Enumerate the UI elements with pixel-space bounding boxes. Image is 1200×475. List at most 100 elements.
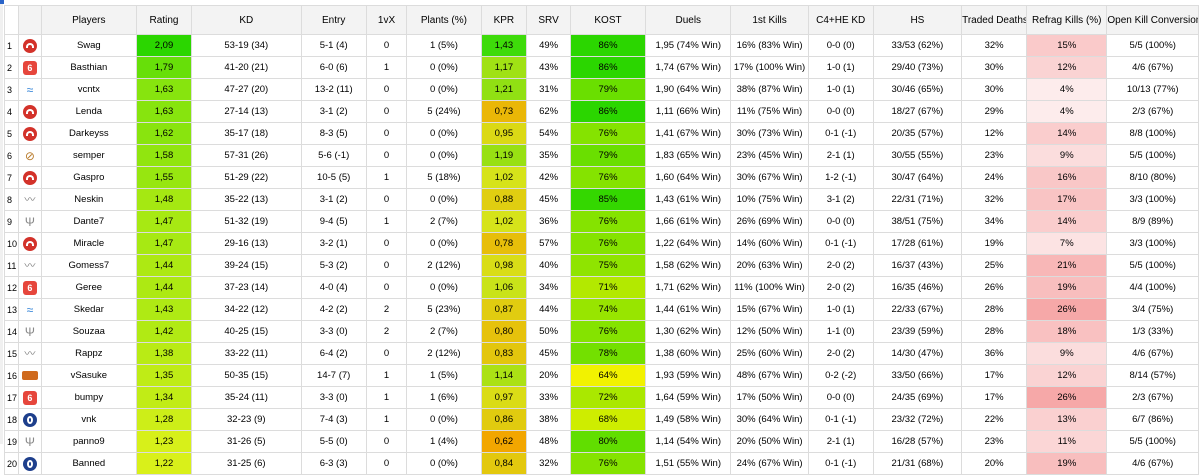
cell-hs[interactable]: 16/35 (46%) [872, 276, 963, 299]
cell-rating[interactable]: 1,63 [136, 78, 192, 101]
cell-player[interactable]: semper [40, 144, 138, 167]
cell-duels[interactable]: 1,11 (66% Win) [645, 100, 732, 123]
cell-okc[interactable]: 2/3 (67%) [1106, 100, 1199, 123]
cell-kd[interactable]: 31-26 (5) [190, 430, 302, 453]
cell-kost[interactable]: 68% [569, 408, 647, 431]
cell-kost[interactable]: 85% [569, 188, 647, 211]
cell-plants[interactable]: 0 (0%) [406, 78, 482, 101]
cell-plants[interactable]: 1 (6%) [406, 386, 482, 409]
cell-entry[interactable]: 4-2 (2) [300, 298, 367, 321]
cell-rating[interactable]: 1,47 [136, 232, 192, 255]
cell-c4he[interactable]: 1-0 (1) [807, 56, 874, 79]
cell-kpr[interactable]: 0,84 [480, 452, 528, 475]
cell-onevx[interactable]: 2 [365, 320, 408, 343]
cell-duels[interactable]: 1,38 (60% Win) [645, 342, 732, 365]
cell-traded[interactable]: 30% [961, 78, 1028, 101]
cell-c4he[interactable]: 0-1 (-1) [807, 122, 874, 145]
cell-kost[interactable]: 72% [569, 386, 647, 409]
cell-kpr[interactable]: 0,62 [480, 430, 528, 453]
cell-entry[interactable]: 3-2 (1) [300, 232, 367, 255]
cell-kpr[interactable]: 1,17 [480, 56, 528, 79]
cell-srv[interactable]: 54% [526, 122, 571, 145]
cell-first-kills[interactable]: 30% (64% Win) [730, 408, 809, 431]
cell-kpr[interactable]: 1,02 [480, 166, 528, 189]
table-row[interactable]: 8 〰 Neskin 1,48 35-22 (13) 3-1 (2) 0 0 (0%) 0,88… [3, 188, 1199, 211]
cell-player[interactable]: Geree [40, 276, 138, 299]
cell-hs[interactable]: 20/35 (57%) [872, 122, 963, 145]
cell-c4he[interactable]: 2-1 (1) [807, 144, 874, 167]
column-header-kd[interactable]: KD [190, 5, 302, 35]
cell-traded[interactable]: 32% [961, 34, 1028, 57]
cell-refrag[interactable]: 4% [1026, 100, 1108, 123]
cell-srv[interactable]: 20% [526, 364, 571, 387]
cell-rating[interactable]: 1,28 [136, 408, 192, 431]
cell-plants[interactable]: 0 (0%) [406, 188, 482, 211]
column-header-entry[interactable]: Entry [300, 5, 367, 35]
cell-onevx[interactable]: 0 [365, 188, 408, 211]
cell-traded[interactable]: 32% [961, 188, 1028, 211]
cell-rating[interactable]: 1,48 [136, 188, 192, 211]
cell-traded[interactable]: 22% [961, 408, 1028, 431]
cell-entry[interactable]: 7-4 (3) [300, 408, 367, 431]
cell-rating[interactable]: 1,23 [136, 430, 192, 453]
cell-plants[interactable]: 1 (5%) [406, 34, 482, 57]
cell-hs[interactable]: 33/50 (66%) [872, 364, 963, 387]
cell-kd[interactable]: 34-22 (12) [190, 298, 302, 321]
cell-kost[interactable]: 76% [569, 210, 647, 233]
cell-kd[interactable]: 50-35 (15) [190, 364, 302, 387]
cell-plants[interactable]: 0 (0%) [406, 122, 482, 145]
cell-kost[interactable]: 86% [569, 100, 647, 123]
table-row[interactable]: 15 〰 Rappz 1,38 33-22 (11) 6-4 (2) 0 2 (12%) 0,8… [3, 342, 1199, 365]
cell-onevx[interactable]: 0 [365, 276, 408, 299]
column-header-players[interactable]: Players [40, 5, 138, 35]
cell-onevx[interactable]: 1 [365, 56, 408, 79]
cell-refrag[interactable]: 11% [1026, 430, 1108, 453]
cell-srv[interactable]: 44% [526, 298, 571, 321]
cell-player[interactable]: vSasuke [40, 364, 138, 387]
cell-plants[interactable]: 0 (0%) [406, 276, 482, 299]
cell-duels[interactable]: 1,41 (67% Win) [645, 122, 732, 145]
table-row[interactable]: 2 6 Basthian 1,79 41-20 (21) 6-0 (6) 1 0 (0%) 1,… [3, 56, 1199, 79]
column-header-refrag-kills[interactable]: Refrag Kills (%) [1026, 5, 1108, 35]
cell-kpr[interactable]: 0,83 [480, 342, 528, 365]
cell-srv[interactable]: 43% [526, 56, 571, 79]
cell-srv[interactable]: 45% [526, 188, 571, 211]
cell-kpr[interactable]: 1,43 [480, 34, 528, 57]
cell-traded[interactable]: 36% [961, 342, 1028, 365]
cell-okc[interactable]: 8/9 (89%) [1106, 210, 1199, 233]
cell-plants[interactable]: 0 (0%) [406, 56, 482, 79]
cell-traded[interactable]: 24% [961, 166, 1028, 189]
cell-first-kills[interactable]: 48% (67% Win) [730, 364, 809, 387]
cell-entry[interactable]: 6-4 (2) [300, 342, 367, 365]
cell-onevx[interactable]: 0 [365, 122, 408, 145]
cell-entry[interactable]: 3-3 (0) [300, 320, 367, 343]
cell-srv[interactable]: 34% [526, 276, 571, 299]
cell-srv[interactable]: 45% [526, 342, 571, 365]
cell-duels[interactable]: 1,66 (61% Win) [645, 210, 732, 233]
cell-hs[interactable]: 33/53 (62%) [872, 34, 963, 57]
table-row[interactable]: 10 Miracle 1,47 29-16 (13) 3-2 (1) 0 0 (0%) 0,7… [3, 232, 1199, 255]
cell-kd[interactable]: 47-27 (20) [190, 78, 302, 101]
cell-player[interactable]: Basthian [40, 56, 138, 79]
cell-okc[interactable]: 4/6 (67%) [1106, 56, 1199, 79]
column-header-plants[interactable]: Plants (%) [406, 5, 482, 35]
cell-kost[interactable]: 78% [569, 342, 647, 365]
cell-first-kills[interactable]: 30% (67% Win) [730, 166, 809, 189]
cell-kpr[interactable]: 0,88 [480, 188, 528, 211]
cell-entry[interactable]: 13-2 (11) [300, 78, 367, 101]
table-row[interactable]: 14 Ψ Souzaa 1,42 40-25 (15) 3-3 (0) 2 2 (7%) 0,8… [3, 320, 1199, 343]
cell-refrag[interactable]: 12% [1026, 56, 1108, 79]
cell-kost[interactable]: 74% [569, 298, 647, 321]
cell-plants[interactable]: 1 (5%) [406, 364, 482, 387]
column-header-traded-deaths[interactable]: Traded Deaths [961, 5, 1028, 35]
cell-srv[interactable]: 49% [526, 34, 571, 57]
cell-c4he[interactable]: 2-0 (2) [807, 276, 874, 299]
cell-kost[interactable]: 80% [569, 430, 647, 453]
cell-entry[interactable]: 5-1 (4) [300, 34, 367, 57]
cell-kpr[interactable]: 0,86 [480, 408, 528, 431]
table-row[interactable]: 7 Gaspro 1,55 51-29 (22) 10-5 (5) 1 5 (18%) 1,0… [3, 166, 1199, 189]
cell-duels[interactable]: 1,51 (55% Win) [645, 452, 732, 475]
cell-player[interactable]: Lenda [40, 100, 138, 123]
cell-kost[interactable]: 76% [569, 320, 647, 343]
cell-first-kills[interactable]: 26% (69% Win) [730, 210, 809, 233]
